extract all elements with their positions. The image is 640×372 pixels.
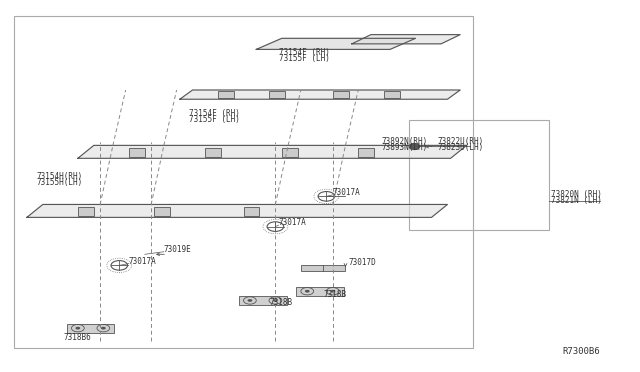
Bar [296,286,344,296]
Bar [333,92,349,98]
Bar [78,207,94,216]
Text: 73019E: 73019E [164,245,191,254]
Circle shape [330,290,335,293]
Text: 7318B: 7318B [323,290,346,299]
Bar [239,296,287,305]
Text: 73155F (LH): 73155F (LH) [278,54,330,63]
Bar [301,265,346,271]
Text: 73155H(LH): 73155H(LH) [36,178,83,187]
Text: 73154F (RH): 73154F (RH) [278,48,330,57]
Circle shape [101,327,106,330]
Text: 73893N(LH): 73893N(LH) [381,143,428,152]
Circle shape [76,327,80,330]
Text: 73821N (LH): 73821N (LH) [550,196,602,205]
Circle shape [305,290,310,293]
Polygon shape [27,205,447,217]
Circle shape [409,144,419,150]
Circle shape [248,299,252,302]
Circle shape [273,299,278,302]
Text: 73154H(RH): 73154H(RH) [36,171,83,181]
Text: 73154F (RH): 73154F (RH) [189,109,240,118]
Bar [269,92,285,98]
Polygon shape [352,35,460,44]
Bar [218,92,234,98]
Text: 73017A: 73017A [333,188,360,197]
Bar [384,92,399,98]
Text: 73017A: 73017A [278,218,307,227]
Text: 73820N (RH): 73820N (RH) [550,190,602,199]
Bar [244,207,259,216]
Bar [205,148,221,157]
Polygon shape [256,38,415,49]
Polygon shape [180,90,460,99]
Polygon shape [78,145,467,158]
Bar [67,324,115,333]
Text: 7318B6: 7318B6 [64,333,92,342]
Text: 73823U(LH): 73823U(LH) [438,143,484,152]
Bar [358,148,374,157]
Bar [282,148,298,157]
Text: 7318B: 7318B [269,298,292,307]
Bar [154,207,170,216]
Text: 73822U(RH): 73822U(RH) [438,137,484,145]
Text: 73892N(RH): 73892N(RH) [381,137,428,145]
Text: R7300B6: R7300B6 [562,347,600,356]
Bar [129,148,145,157]
Text: 73017A: 73017A [129,257,157,266]
Text: 73155F (LH): 73155F (LH) [189,115,240,124]
Text: 73017D: 73017D [349,258,376,267]
